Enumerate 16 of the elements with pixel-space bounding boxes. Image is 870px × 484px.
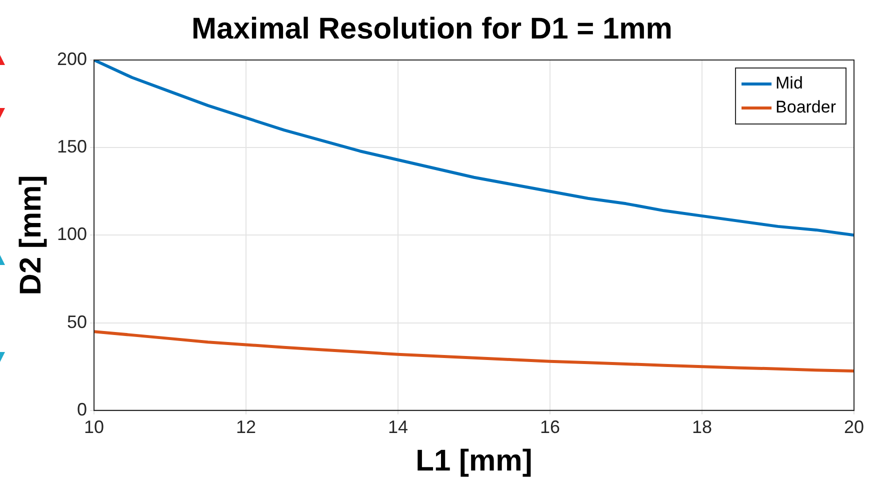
y-tick-label: 200 (56, 48, 88, 69)
x-tick-label: 14 (388, 417, 408, 438)
y-tick-label: 150 (56, 136, 88, 157)
x-tick-label: 10 (84, 417, 104, 438)
chart-title: Maximal Resolution for D1 = 1mm (192, 12, 672, 46)
x-tick-label: 18 (692, 417, 712, 438)
x-tick-label: 16 (540, 417, 560, 438)
y-tick-label: 50 (67, 312, 88, 332)
y-tick-label: 100 (56, 224, 88, 244)
x-axis-title: L1 [mm] (416, 444, 532, 478)
legend-label: Mid (776, 74, 803, 93)
x-tick-label: 12 (236, 417, 256, 438)
y-axis-title: D2 [mm] (14, 175, 48, 296)
y-tick-label: 0 (77, 399, 88, 420)
legend-label: Boarder (776, 98, 836, 117)
x-tick-label: 20 (844, 417, 864, 438)
